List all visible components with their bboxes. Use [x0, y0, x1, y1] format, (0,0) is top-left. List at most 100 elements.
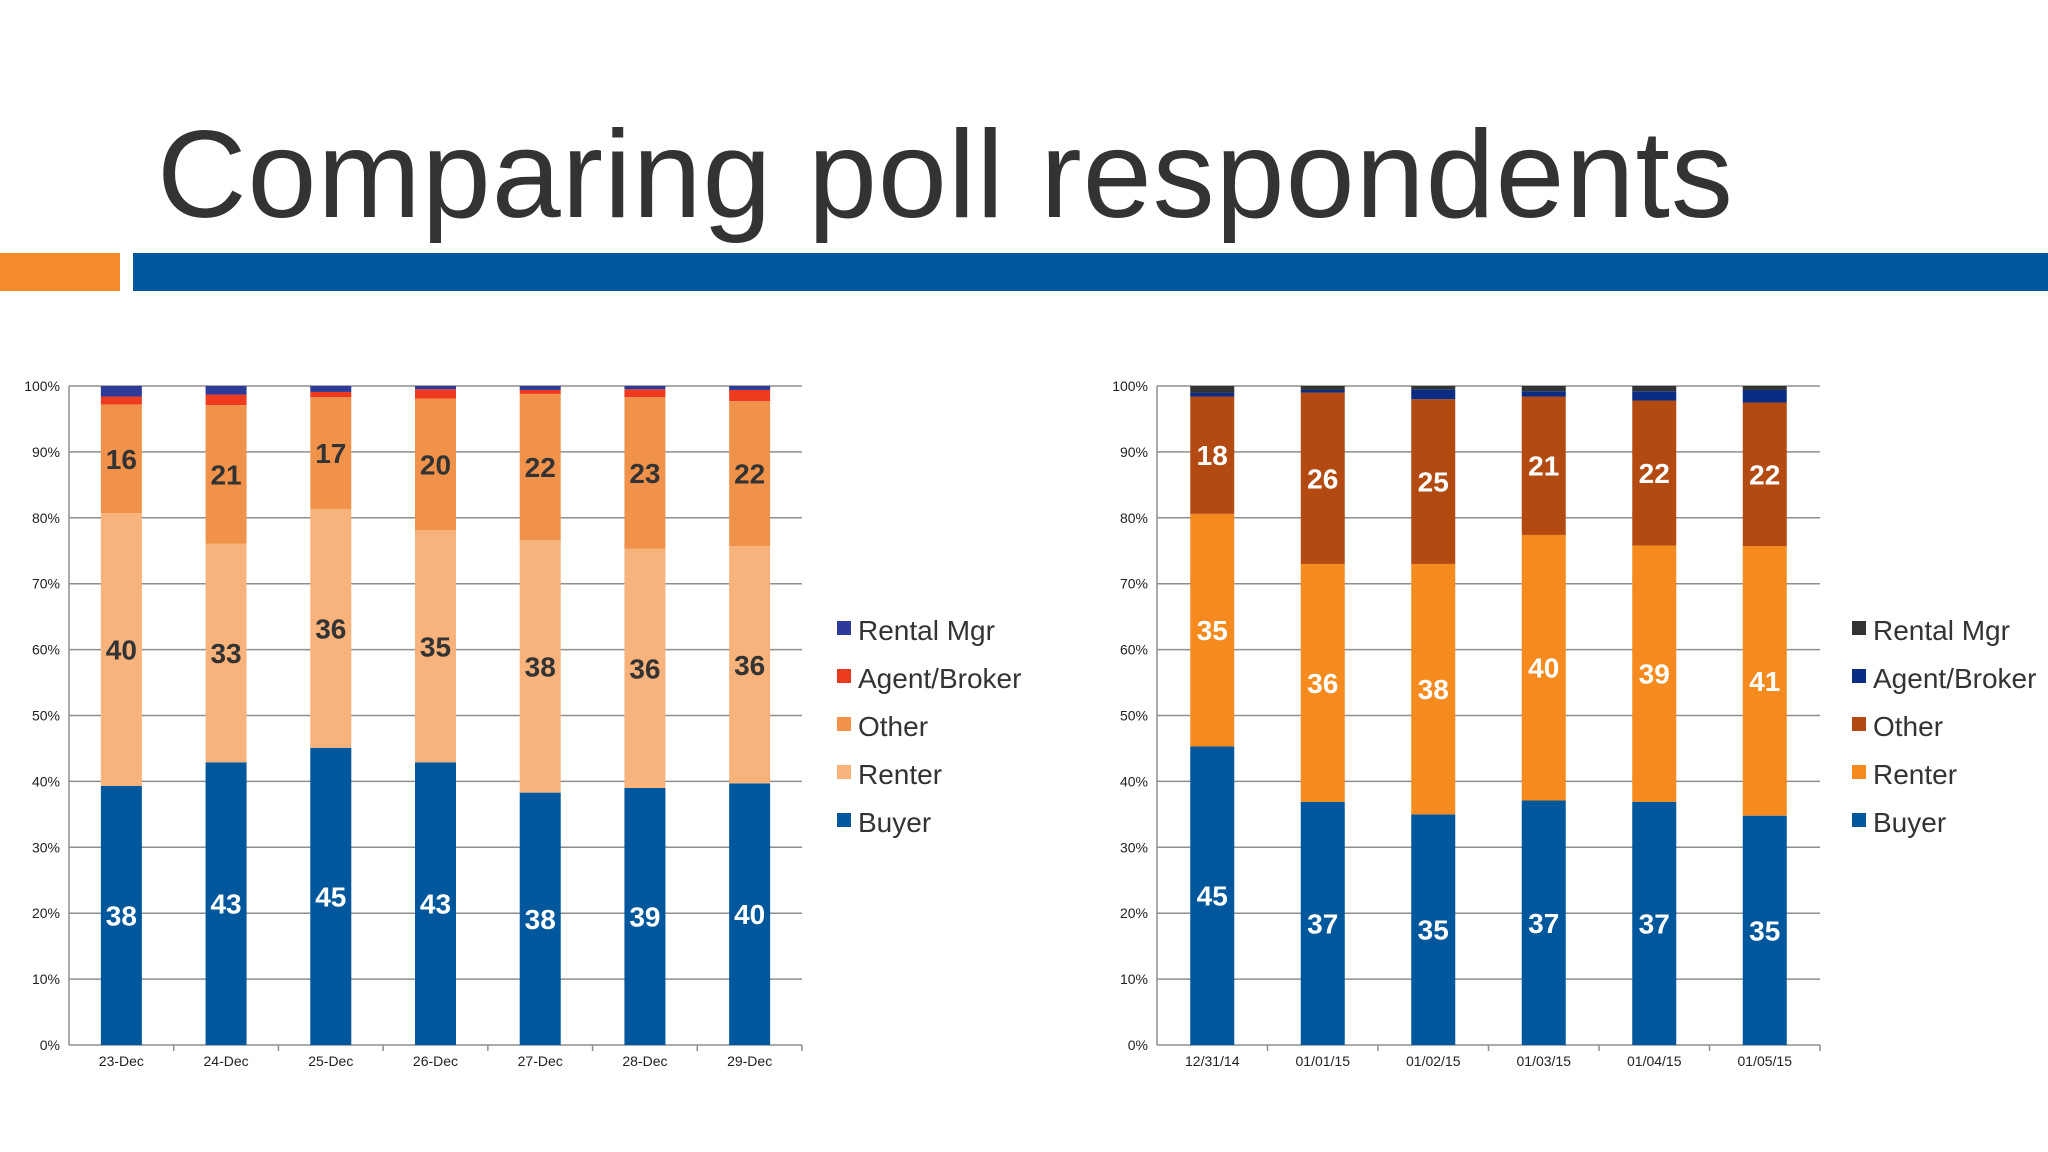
bar-segment-renter — [100, 513, 142, 787]
bar-segment-renter — [1521, 534, 1566, 801]
bar-segment-agent-broker — [624, 389, 666, 398]
y-tick-label: 80% — [1120, 510, 1148, 526]
bar-segment-agent-broker — [1521, 391, 1566, 397]
data-label-buyer: 45 — [315, 881, 346, 912]
data-label-buyer: 39 — [629, 901, 660, 932]
bar-segment-rental-mgr — [1300, 386, 1345, 390]
data-label-other: 20 — [420, 449, 451, 480]
bar-segment-renter — [624, 548, 666, 788]
bar-segment-renter — [1411, 563, 1456, 815]
bar-segment-other — [519, 393, 561, 541]
bar-segment-rental-mgr — [519, 386, 561, 390]
slide-title: Comparing poll respondents — [157, 106, 1734, 244]
data-label-renter: 38 — [525, 651, 556, 682]
y-tick-label: 80% — [32, 510, 60, 526]
legend-swatch-agent-broker — [837, 669, 851, 683]
bar-segment-renter — [729, 546, 771, 784]
data-label-renter: 40 — [1528, 653, 1559, 684]
y-tick-label: 100% — [1112, 378, 1148, 394]
data-label-other: 21 — [210, 459, 241, 490]
data-label-buyer: 43 — [420, 889, 451, 920]
x-tick-label: 25-Dec — [308, 1053, 353, 1069]
bar-segment-other — [205, 405, 247, 544]
bar-segment-agent-broker — [310, 391, 352, 398]
data-label-renter: 35 — [420, 631, 451, 662]
bar-segment-agent-broker — [1411, 389, 1456, 400]
bar-segment-other — [1411, 399, 1456, 564]
bar-segment-buyer — [100, 786, 142, 1045]
data-label-other: 21 — [1528, 451, 1559, 482]
bar-segment-buyer — [1190, 746, 1235, 1045]
bar-segment-other — [310, 397, 352, 510]
data-label-other: 22 — [734, 459, 765, 490]
bar-segment-rental-mgr — [415, 386, 456, 390]
bar-segment-rental-mgr — [1632, 386, 1677, 392]
data-label-other: 22 — [1749, 459, 1780, 490]
legend-label-buyer: Buyer — [858, 807, 931, 838]
legend-swatch-agent-broker — [1852, 669, 1866, 683]
bar-segment-other — [100, 404, 142, 514]
bar-segment-other — [415, 398, 456, 531]
bar-segment-rental-mgr — [624, 386, 666, 390]
data-label-renter: 38 — [1418, 674, 1449, 705]
legend-label-rental-mgr: Rental Mgr — [1873, 615, 2010, 646]
y-tick-label: 40% — [1120, 773, 1148, 789]
data-label-other: 22 — [525, 452, 556, 483]
bar-segment-rental-mgr — [100, 386, 142, 397]
data-label-renter: 35 — [1197, 615, 1228, 646]
y-tick-label: 20% — [32, 905, 60, 921]
bar-segment-other — [729, 401, 771, 547]
legend-label-other: Other — [858, 711, 928, 742]
bar-segment-other — [1190, 396, 1235, 514]
data-label-other: 17 — [315, 438, 346, 469]
data-label-buyer: 35 — [1749, 915, 1780, 946]
legend-label-buyer: Buyer — [1873, 807, 1946, 838]
bar-segment-agent-broker — [415, 389, 456, 399]
data-label-buyer: 40 — [734, 899, 765, 930]
bar-segment-other — [1742, 402, 1787, 547]
legend-label-renter: Renter — [858, 759, 942, 790]
x-tick-label: 26-Dec — [413, 1053, 458, 1069]
x-tick-label: 29-Dec — [727, 1053, 772, 1069]
data-label-buyer: 45 — [1197, 881, 1228, 912]
y-tick-label: 60% — [1120, 642, 1148, 658]
y-tick-label: 40% — [32, 773, 60, 789]
bar-segment-renter — [205, 543, 247, 763]
bar-segment-renter — [415, 530, 456, 763]
bar-segment-buyer — [729, 783, 771, 1045]
x-tick-label: 01/04/15 — [1627, 1053, 1682, 1069]
data-label-renter: 36 — [734, 650, 765, 681]
data-label-renter: 36 — [315, 614, 346, 645]
bar-segment-rental-mgr — [1411, 386, 1456, 390]
y-tick-label: 30% — [1120, 839, 1148, 855]
data-label-other: 23 — [629, 458, 660, 489]
bar-segment-other — [1632, 400, 1677, 546]
legend-label-agent-broker: Agent/Broker — [858, 663, 1021, 694]
bar-segment-agent-broker — [1300, 389, 1345, 393]
data-label-other: 16 — [106, 444, 137, 475]
data-label-renter: 40 — [106, 635, 137, 666]
x-tick-label: 01/05/15 — [1738, 1053, 1793, 1069]
bar-segment-buyer — [624, 787, 666, 1045]
y-tick-label: 10% — [32, 971, 60, 987]
x-tick-label: 01/02/15 — [1406, 1053, 1461, 1069]
y-tick-label: 70% — [32, 576, 60, 592]
bar-segment-buyer — [205, 762, 247, 1045]
data-label-renter: 33 — [210, 638, 241, 669]
data-label-renter: 41 — [1749, 666, 1780, 697]
bar-segment-agent-broker — [1190, 392, 1235, 397]
data-label-buyer: 43 — [210, 889, 241, 920]
data-label-buyer: 37 — [1307, 908, 1338, 939]
bar-segment-rental-mgr — [729, 386, 771, 390]
legend-swatch-renter — [837, 765, 851, 779]
bar-segment-renter — [519, 540, 561, 793]
y-tick-label: 0% — [1128, 1037, 1148, 1053]
bar-segment-buyer — [1411, 814, 1456, 1045]
y-tick-label: 0% — [40, 1037, 60, 1053]
y-tick-label: 30% — [32, 839, 60, 855]
data-label-buyer: 37 — [1639, 908, 1670, 939]
y-tick-label: 100% — [24, 378, 60, 394]
data-label-buyer: 38 — [525, 904, 556, 935]
legend-swatch-rental-mgr — [837, 621, 851, 635]
